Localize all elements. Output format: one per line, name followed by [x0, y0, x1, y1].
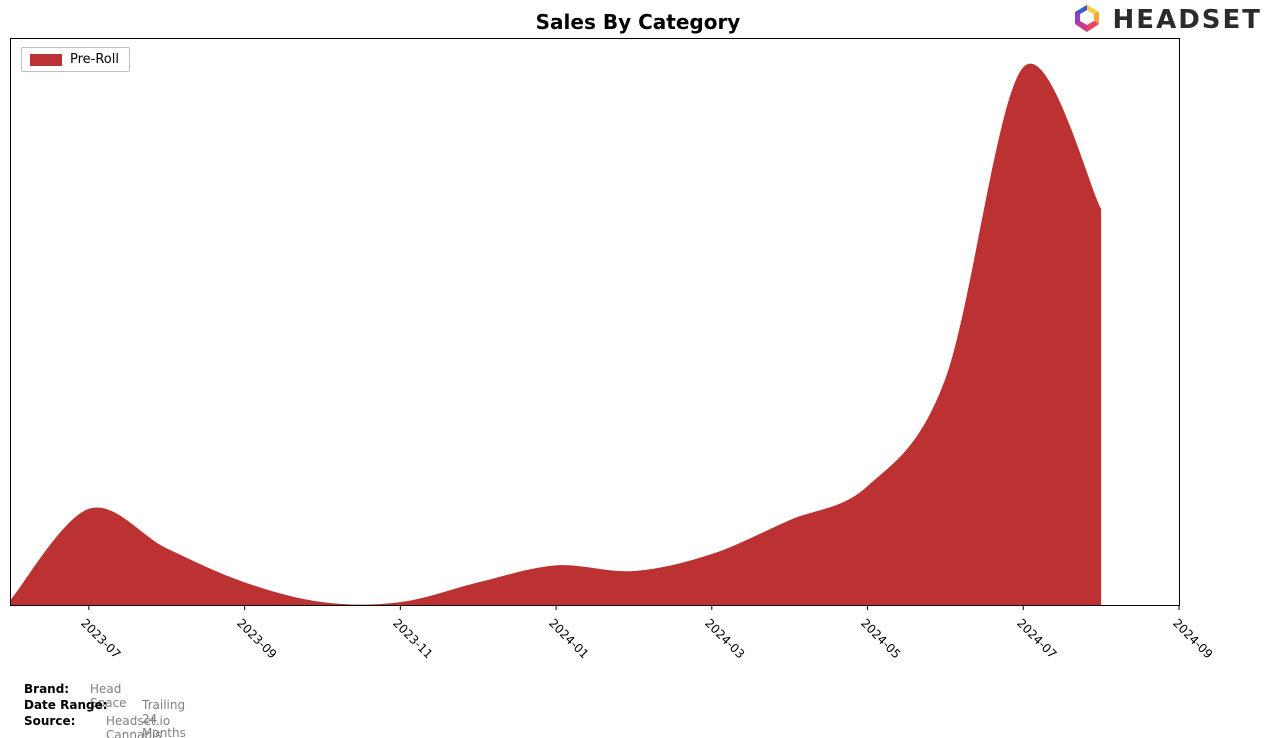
x-tick-label: 2024-05 [858, 616, 903, 661]
x-tick-label: 2024-09 [1170, 616, 1215, 661]
chart-plot-area: Pre-Roll [10, 38, 1180, 606]
legend-label: Pre-Roll [70, 52, 119, 67]
footer-date_range-label: Date Range: [24, 698, 108, 712]
x-tick-label: 2024-01 [546, 616, 591, 661]
x-tick-label: 2023-07 [78, 616, 123, 661]
x-tick-label: 2023-11 [390, 616, 435, 661]
footer-brand-label: Brand: [24, 682, 69, 696]
chart-title: Sales By Category [0, 10, 1276, 34]
footer-row-brand: Brand:Head Space [24, 682, 108, 698]
x-tick-label: 2024-03 [702, 616, 747, 661]
footer-row-source: Source:Headset.io Cannabis Insights [24, 714, 108, 730]
series-area-pre-roll [11, 64, 1101, 605]
chart-footer: Brand:Head SpaceDate Range:Trailing 24 M… [24, 682, 108, 730]
legend-swatch [30, 54, 62, 66]
footer-source-value: Headset.io Cannabis Insights [106, 714, 170, 738]
chart-legend: Pre-Roll [21, 47, 130, 72]
chart-svg [11, 39, 1179, 605]
footer-source-label: Source: [24, 714, 75, 728]
x-tick-label: 2023-09 [234, 616, 279, 661]
footer-row-date_range: Date Range:Trailing 24 Months [24, 698, 108, 714]
x-tick-label: 2024-07 [1014, 616, 1059, 661]
